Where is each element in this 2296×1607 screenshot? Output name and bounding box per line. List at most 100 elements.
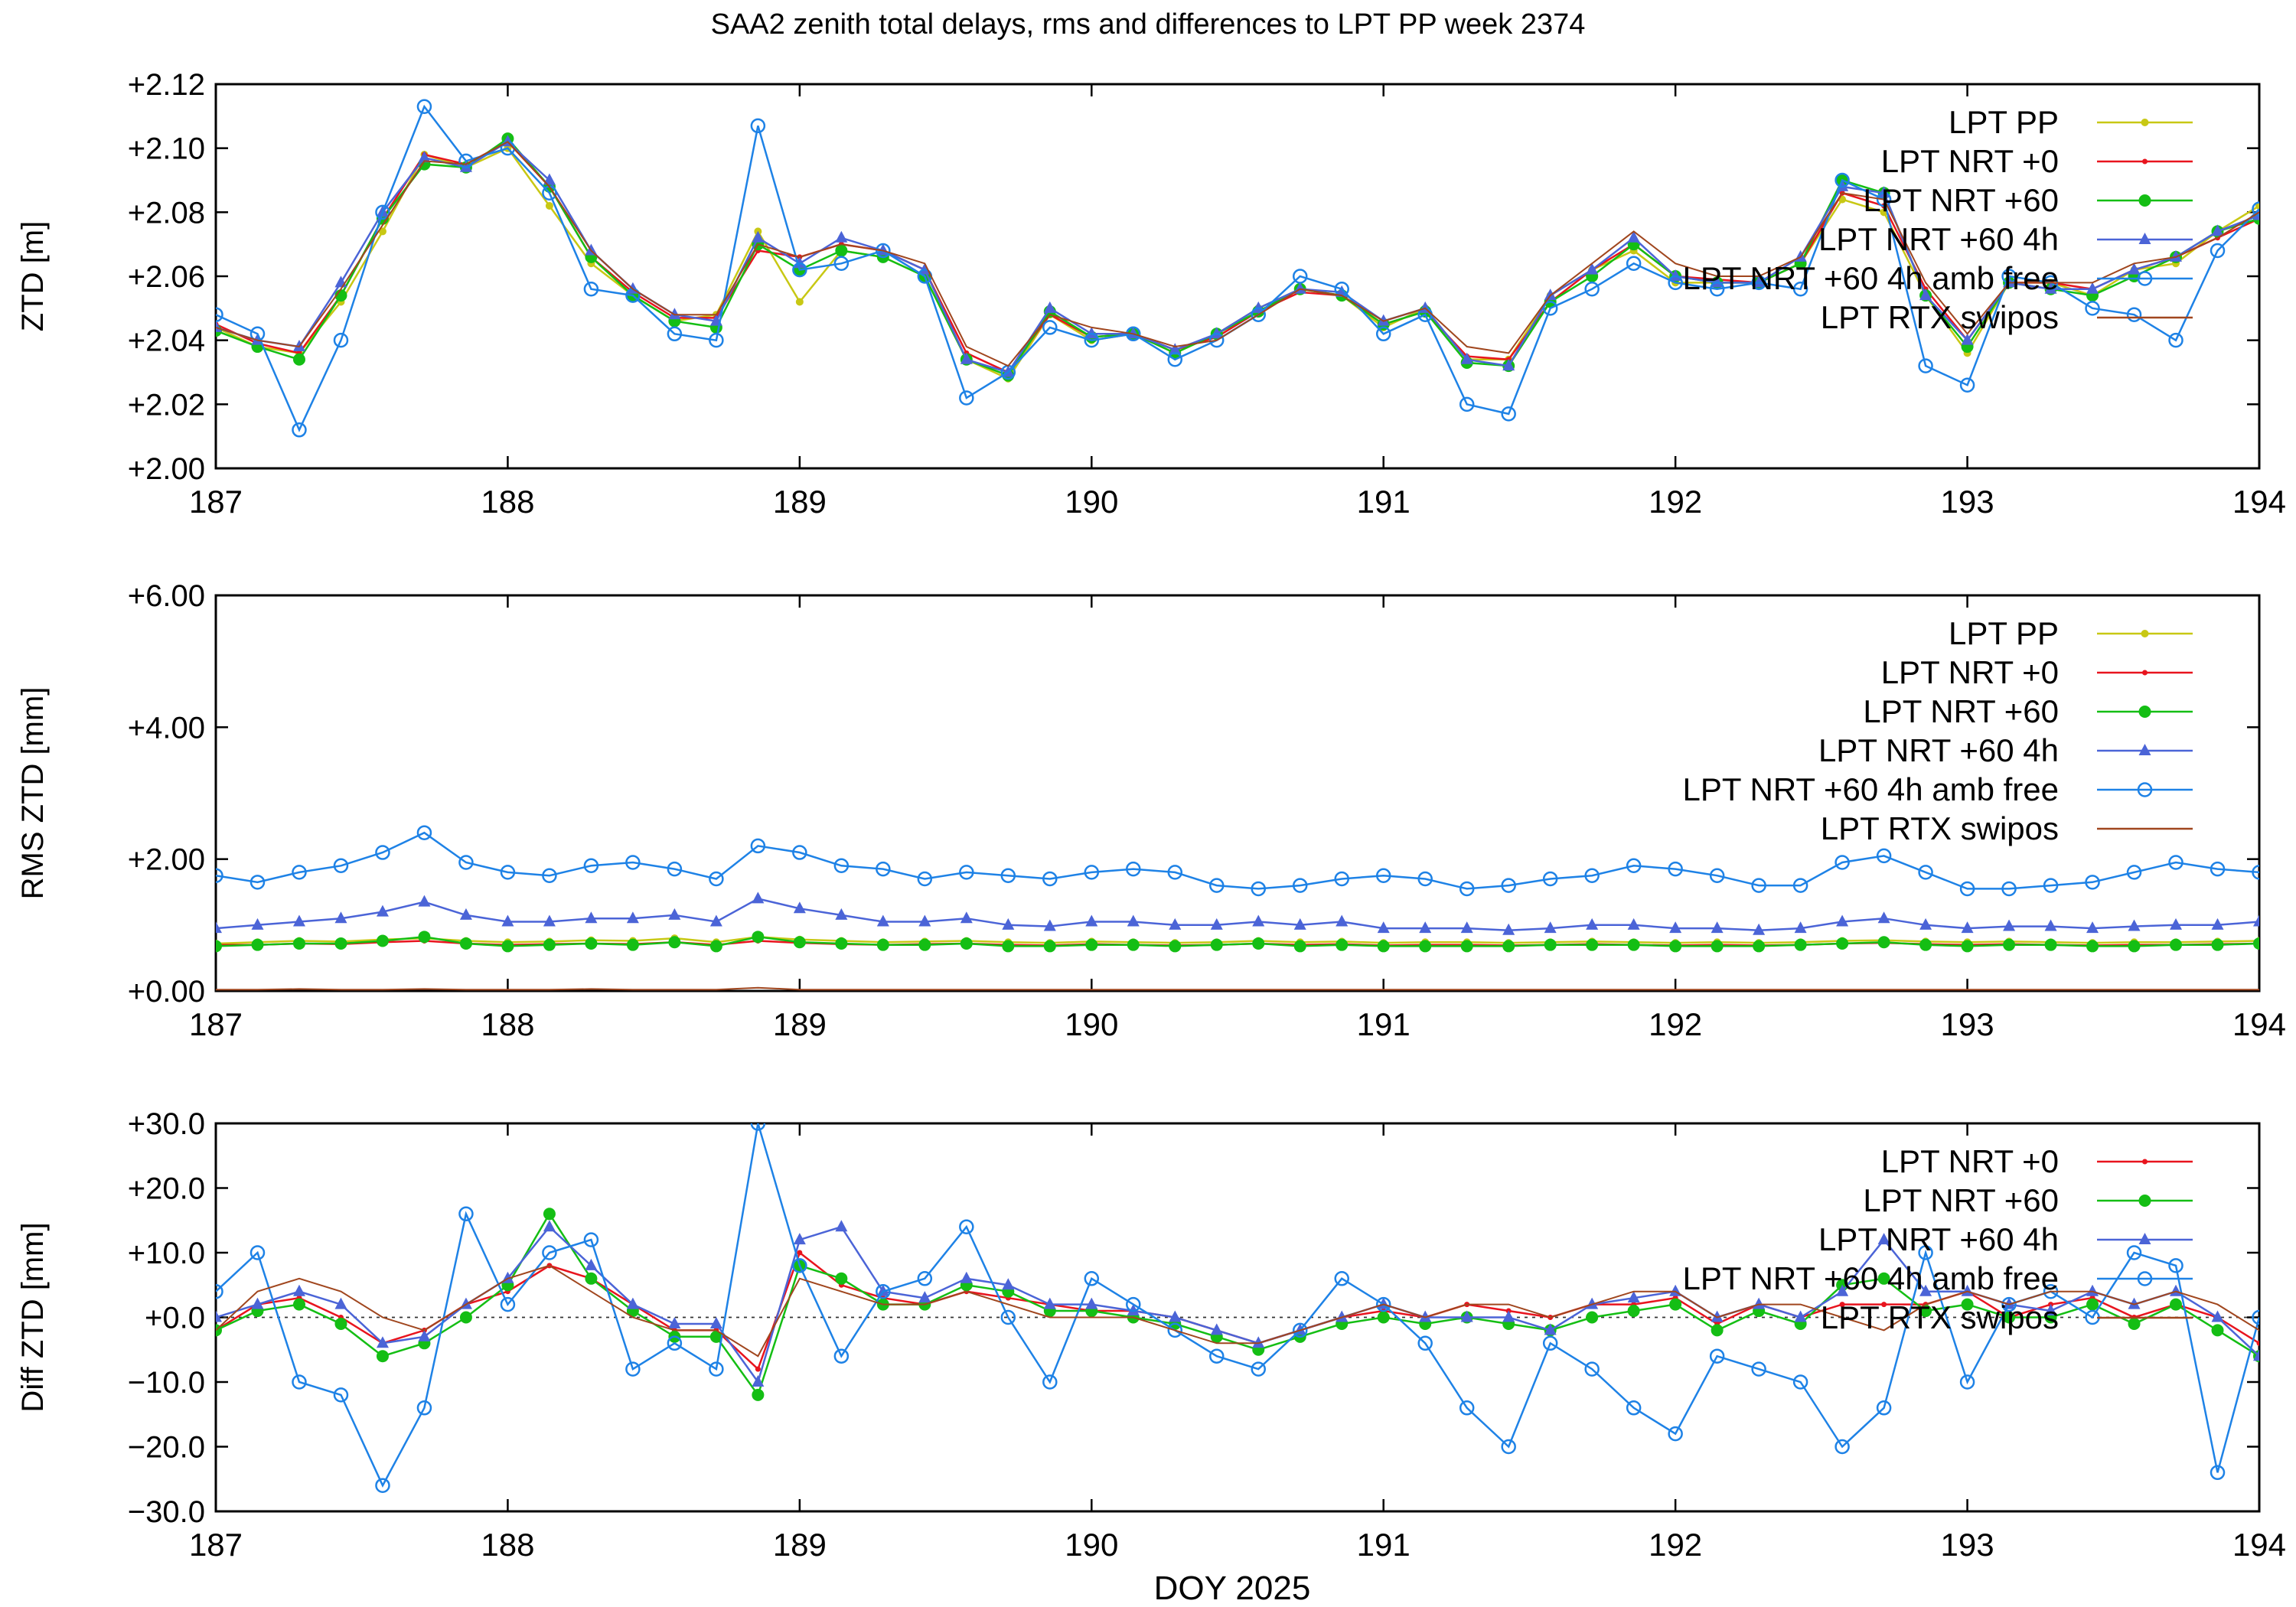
rms-legend-marker bbox=[2142, 670, 2148, 676]
rms-point-lpt-nrt-60 bbox=[1336, 938, 1349, 951]
diff-point-lpt-nrt-60-4h-amb-free bbox=[1375, 1296, 1391, 1312]
rms-point-lpt-nrt-60-4h-amb-free bbox=[583, 858, 599, 874]
rms-legend-marker bbox=[2138, 706, 2151, 718]
diff-point-lpt-nrt-60-4h bbox=[835, 1220, 848, 1232]
diff-point-lpt-nrt-60 bbox=[709, 1330, 722, 1343]
rms-point-lpt-nrt-60-4h-amb-free bbox=[216, 868, 223, 883]
rms-point-lpt-nrt-60-4h-amb-free bbox=[1542, 871, 1558, 887]
ztd-point-lpt-nrt-60-4h-amb-free bbox=[1167, 352, 1183, 367]
ztd-point-lpt-nrt-60-4h-amb-free bbox=[1542, 301, 1558, 316]
diff-point-lpt-nrt-60-4h-amb-free bbox=[1126, 1296, 1141, 1312]
diff-point-lpt-nrt-60-4h-amb-free bbox=[1501, 1439, 1516, 1455]
rms-point-lpt-nrt-60 bbox=[1293, 940, 1306, 953]
diff-point-lpt-nrt-60-4h-amb-free bbox=[1876, 1400, 1892, 1416]
rms-point-lpt-nrt-60 bbox=[2253, 937, 2259, 950]
panel-diff: −30.0 −20.0 −10.0 +0.0 +10.0 +20.0 +30.0 187 188… bbox=[16, 1107, 2286, 1563]
ztd-point-lpt-nrt-60-4h-amb-free bbox=[1876, 191, 1892, 207]
diff-point-lpt-nrt-60-4h bbox=[1711, 1310, 1724, 1322]
rms-point-lpt-nrt-60-4h bbox=[2003, 919, 2016, 931]
ztd-series-lpt-rtx-swipos-line bbox=[216, 141, 2259, 367]
ztd-point-lpt-nrt-60-4h-amb-free bbox=[1626, 256, 1642, 272]
ztd-point-lpt-nrt-60-4h-amb-free bbox=[1126, 326, 1141, 342]
ztd-legend-marker bbox=[2137, 271, 2153, 286]
ztd-point-lpt-nrt-60-4h bbox=[1502, 359, 1515, 371]
diff-y-tick-label: +30.0 bbox=[128, 1107, 205, 1141]
ztd-point-lpt-nrt-60-4h-amb-free bbox=[959, 390, 974, 406]
rms-point-lpt-nrt-60-4h-amb-free bbox=[750, 838, 766, 854]
diff-x-tick-label: 189 bbox=[773, 1527, 827, 1563]
ztd-point-lpt-nrt-60-4h-amb-free bbox=[709, 332, 724, 348]
rms-point-lpt-nrt-60-4h-amb-free bbox=[1167, 865, 1183, 880]
rms-point-lpt-nrt-60 bbox=[2044, 938, 2057, 951]
rms-x-tick-label: 193 bbox=[1941, 1006, 1994, 1042]
diff-y-tick-label: +10.0 bbox=[128, 1237, 205, 1270]
rms-x-tick-label: 187 bbox=[189, 1006, 243, 1042]
diff-point-lpt-nrt-60-4h-amb-free bbox=[876, 1283, 891, 1299]
rms-point-lpt-nrt-60 bbox=[1586, 938, 1599, 951]
rms-point-lpt-nrt-60 bbox=[1043, 940, 1056, 953]
diff-series-group bbox=[216, 1123, 2259, 1493]
rms-point-lpt-nrt-60 bbox=[1210, 938, 1223, 951]
rms-point-lpt-nrt-60-4h-amb-free bbox=[333, 858, 349, 874]
diff-point-lpt-nrt-60-4h-amb-free bbox=[1042, 1374, 1058, 1390]
rms-point-lpt-nrt-60-4h-amb-free bbox=[1751, 878, 1766, 893]
diff-point-lpt-nrt-60 bbox=[2211, 1324, 2224, 1337]
diff-legend-label: LPT RTX swipos bbox=[1821, 1299, 2059, 1335]
diff-point-lpt-nrt-60 bbox=[1586, 1311, 1599, 1324]
rms-point-lpt-nrt-60 bbox=[876, 938, 889, 951]
ztd-point-lpt-nrt-60-4h-amb-free bbox=[2085, 301, 2100, 316]
rms-point-lpt-nrt-60-4h bbox=[1586, 918, 1599, 930]
diff-series-lpt-nrt-60-4h-line bbox=[216, 1225, 2259, 1384]
diff-point-lpt-nrt-60-4h-amb-free bbox=[333, 1387, 349, 1403]
rms-point-lpt-nrt-60-4h bbox=[2170, 918, 2183, 930]
diff-point-lpt-nrt-60-4h-amb-free bbox=[1251, 1361, 1266, 1377]
rms-point-lpt-nrt-60-4h-amb-free bbox=[709, 871, 724, 887]
rms-point-lpt-nrt-60 bbox=[376, 934, 389, 947]
ztd-y-tick-label: +2.04 bbox=[128, 324, 205, 358]
rms-point-lpt-nrt-60-4h-amb-free bbox=[959, 865, 974, 880]
ztd-y-axis-label: ZTD [m] bbox=[16, 221, 50, 331]
diff-point-lpt-nrt-60 bbox=[2003, 1311, 2016, 1324]
rms-point-lpt-nrt-60 bbox=[1669, 940, 1682, 953]
ztd-legend-marker bbox=[2138, 233, 2151, 244]
ztd-point-lpt-nrt-60-4h-amb-free bbox=[1459, 396, 1475, 412]
ztd-point-lpt-nrt-60-4h-amb-free bbox=[1084, 332, 1100, 348]
diff-point-lpt-nrt-60-4h bbox=[1419, 1310, 1432, 1322]
ztd-point-lpt-nrt-60-4h-amb-free bbox=[1959, 377, 1975, 393]
rms-point-lpt-nrt-60 bbox=[1919, 938, 1932, 951]
ztd-legend-marker bbox=[2141, 119, 2149, 126]
diff-point-lpt-nrt-60 bbox=[216, 1324, 222, 1337]
diff-point-lpt-nrt-60-4h-amb-free bbox=[416, 1400, 432, 1416]
rms-point-lpt-nrt-60 bbox=[501, 940, 514, 953]
diff-point-lpt-nrt-60-4h-amb-free bbox=[1918, 1245, 1933, 1260]
diff-point-lpt-nrt-60 bbox=[835, 1272, 848, 1285]
rms-point-lpt-nrt-60-4h-amb-free bbox=[1876, 848, 1892, 864]
diff-point-lpt-nrt-60-4h bbox=[543, 1220, 556, 1232]
rms-point-lpt-nrt-60-4h bbox=[376, 905, 389, 917]
diff-legend-marker bbox=[2137, 1271, 2153, 1286]
ztd-point-lpt-nrt-60-4h-amb-free bbox=[792, 262, 807, 278]
rms-point-lpt-nrt-60-4h bbox=[251, 918, 264, 930]
chart-panels: +2.00 +2.02 +2.04 +2.06 +2.08 +2.10 +2.12 187 18… bbox=[16, 68, 2286, 1563]
ztd-y-tick-label: +2.12 bbox=[128, 68, 205, 102]
diff-point-lpt-nrt-60-4h-amb-free bbox=[583, 1232, 599, 1247]
rms-series-group bbox=[216, 825, 2259, 991]
rms-x-tick-label: 188 bbox=[481, 1006, 534, 1042]
ztd-point-lpt-nrt-60-4h bbox=[1544, 288, 1557, 301]
diff-legend-label: LPT NRT +60 4h bbox=[1818, 1221, 2059, 1257]
diff-point-lpt-nrt-60-4h-amb-free bbox=[1626, 1400, 1642, 1416]
diff-point-lpt-nrt-0 bbox=[755, 1366, 761, 1372]
rms-point-lpt-nrt-60 bbox=[543, 938, 556, 951]
diff-y-tick-label: +0.0 bbox=[145, 1302, 205, 1335]
ztd-point-lpt-nrt-60-4h bbox=[1043, 301, 1056, 313]
diff-point-lpt-nrt-60-4h-amb-free bbox=[2001, 1296, 2017, 1312]
rms-point-lpt-nrt-60-4h bbox=[216, 921, 222, 934]
rms-x-tick-label: 190 bbox=[1065, 1006, 1118, 1042]
rms-point-lpt-nrt-60-4h-amb-free bbox=[2252, 865, 2259, 880]
ztd-point-lpt-nrt-60-4h-amb-free bbox=[292, 422, 307, 438]
rms-point-lpt-nrt-60-4h-amb-free bbox=[249, 875, 266, 890]
rms-point-lpt-nrt-60-4h bbox=[1753, 923, 1766, 935]
rms-point-lpt-nrt-60 bbox=[1836, 937, 1849, 950]
diff-point-lpt-nrt-60-4h bbox=[626, 1297, 639, 1309]
rms-point-lpt-nrt-60-4h bbox=[626, 911, 639, 924]
